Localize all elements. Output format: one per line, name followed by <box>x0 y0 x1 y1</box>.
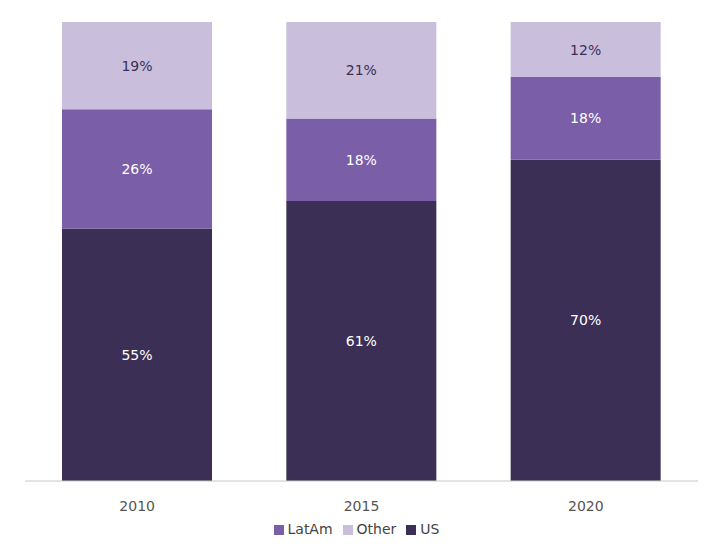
svg-text:12%: 12% <box>570 42 601 58</box>
html-text:US: US <box>420 521 440 537</box>
svg-text:55%: 55% <box>121 347 152 363</box>
svg-text:70%: 70% <box>570 312 601 328</box>
svg-text:18%: 18% <box>346 152 377 168</box>
svg-text:18%: 18% <box>570 110 601 126</box>
html-text:Other: Other <box>356 521 397 537</box>
svg-text:2010: 2010 <box>119 498 155 514</box>
svg-text:21%: 21% <box>346 62 377 78</box>
html-text:LatAm: LatAm <box>287 521 333 537</box>
svg-text:2020: 2020 <box>568 498 604 514</box>
svg-text:2015: 2015 <box>344 498 380 514</box>
svg-text:61%: 61% <box>346 333 377 349</box>
svg-text:19%: 19% <box>121 58 152 74</box>
svg-text:26%: 26% <box>121 161 152 177</box>
